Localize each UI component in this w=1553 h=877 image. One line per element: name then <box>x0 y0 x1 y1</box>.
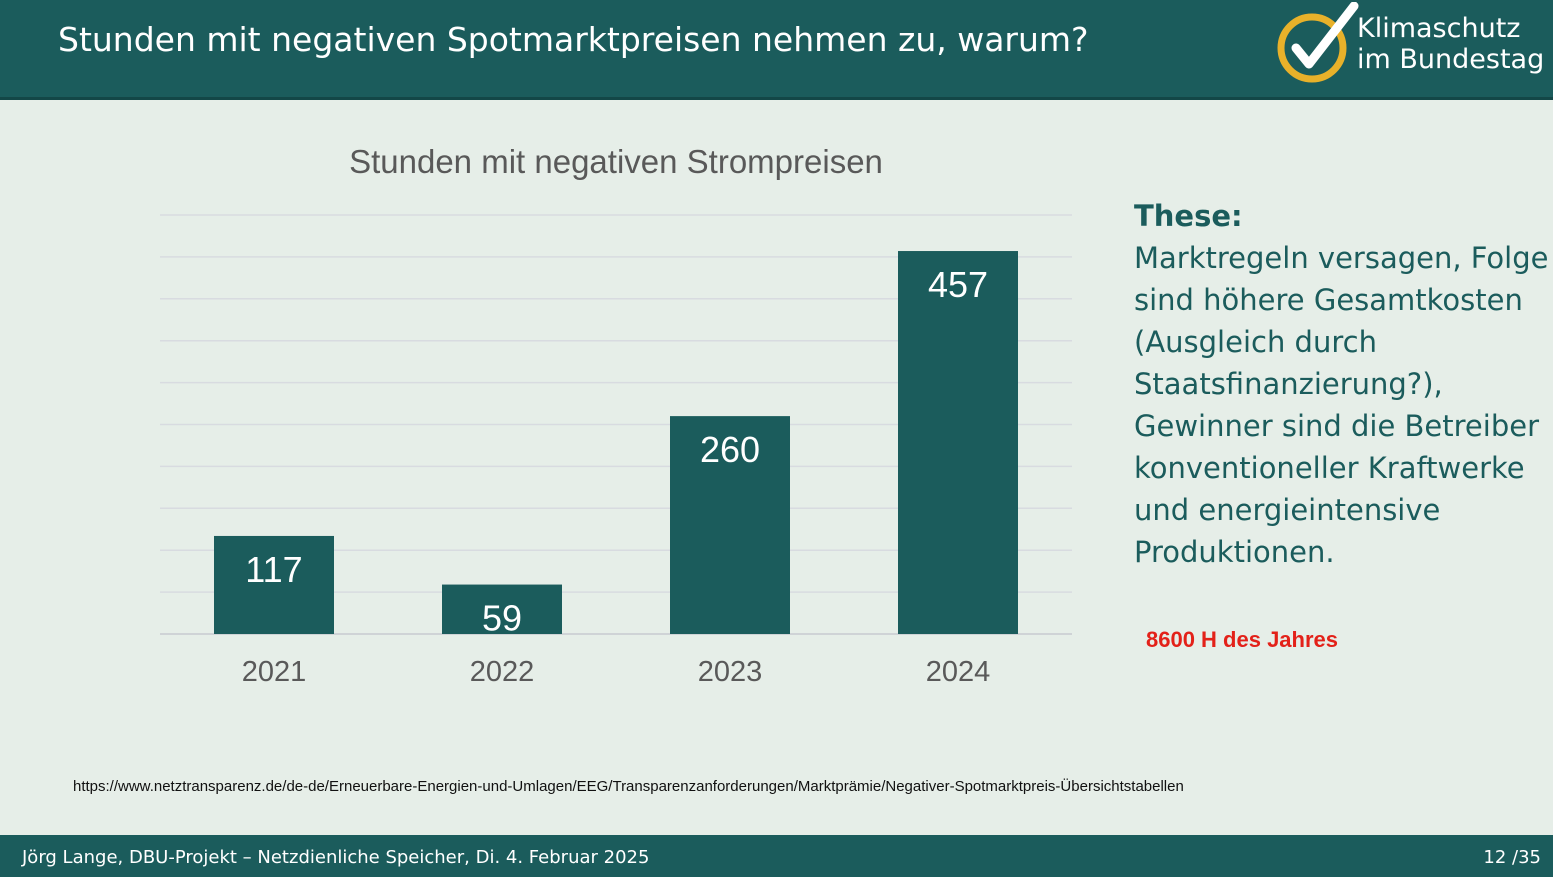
data-label: 457 <box>928 264 988 305</box>
thesis-line: und energieintensive <box>1134 493 1441 527</box>
data-label: 59 <box>482 598 522 639</box>
logo-line-2: im Bundestag <box>1357 44 1545 75</box>
data-label: 260 <box>700 429 760 470</box>
bar-2023 <box>670 416 790 634</box>
footer-author: Jörg Lange, DBU-Projekt – Netzdienliche … <box>22 847 650 868</box>
thesis-title: These: <box>1134 199 1243 233</box>
thesis-line: (Ausgleich durch <box>1134 325 1377 359</box>
bar-2024 <box>898 251 1018 634</box>
source-link[interactable]: https://www.netztransparenz.de/de-de/Ern… <box>73 778 1184 795</box>
thesis-line: Marktregeln versagen, Folge <box>1134 241 1549 275</box>
thesis-block: These: Marktregeln versagen, Folge sind … <box>1134 195 1549 573</box>
logo-text: Klimaschutz im Bundestag <box>1357 13 1544 75</box>
bar-chart: 117 2021 59 2022 260 2023 457 2024 <box>160 214 1072 688</box>
page-number: 12 /35 <box>1483 847 1541 868</box>
bar-2022 <box>442 584 562 634</box>
thesis-line: sind höhere Gesamtkosten <box>1134 283 1523 317</box>
logo-line-1: Klimaschutz <box>1357 13 1521 44</box>
x-tick-label: 2023 <box>698 656 763 688</box>
thesis-line: konventioneller Kraftwerke <box>1134 451 1525 485</box>
x-tick-label: 2022 <box>470 656 535 688</box>
bar-2021 <box>214 535 334 634</box>
thesis-line: Staatsfinanzierung?), <box>1134 367 1443 401</box>
chart-title: Stunden mit negativen Strompreisen <box>349 143 883 180</box>
x-tick-label: 2021 <box>242 656 307 688</box>
hours-note: 8600 H des Jahres <box>1146 627 1339 652</box>
data-label: 117 <box>245 549 302 590</box>
thesis-line: Produktionen. <box>1134 535 1335 569</box>
x-tick-label: 2024 <box>926 656 991 688</box>
thesis-line: Gewinner sind die Betreiber <box>1134 409 1539 443</box>
footer-bar: Jörg Lange, DBU-Projekt – Netzdienliche … <box>0 835 1553 877</box>
slide-title: Stunden mit negativen Spotmarktpreisen n… <box>58 20 1089 59</box>
checkmark-circle-icon <box>1277 2 1359 83</box>
header-bar: Stunden mit negativen Spotmarktpreisen n… <box>0 0 1553 100</box>
